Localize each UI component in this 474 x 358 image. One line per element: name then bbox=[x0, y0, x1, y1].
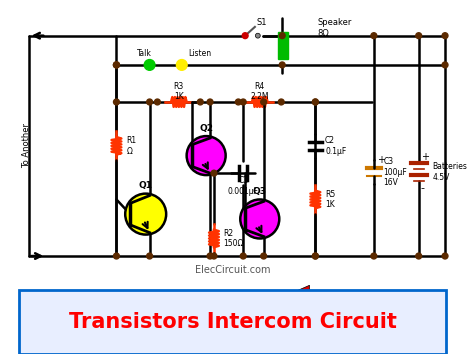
Circle shape bbox=[261, 99, 266, 105]
Circle shape bbox=[416, 33, 422, 39]
Circle shape bbox=[146, 253, 153, 259]
Circle shape bbox=[371, 253, 377, 259]
Circle shape bbox=[255, 33, 260, 38]
Text: Q1: Q1 bbox=[139, 181, 153, 190]
Circle shape bbox=[312, 99, 318, 105]
Text: Talk: Talk bbox=[137, 49, 152, 58]
Text: C1
0.001μF: C1 0.001μF bbox=[228, 176, 259, 195]
Text: +: + bbox=[420, 151, 428, 161]
Circle shape bbox=[242, 33, 248, 39]
Circle shape bbox=[442, 33, 448, 39]
Circle shape bbox=[125, 194, 166, 234]
FancyBboxPatch shape bbox=[19, 290, 446, 354]
Text: R1
Ω: R1 Ω bbox=[126, 136, 137, 155]
Text: Q2: Q2 bbox=[199, 124, 213, 133]
Circle shape bbox=[176, 59, 187, 70]
Text: R5
1K: R5 1K bbox=[325, 190, 335, 209]
Circle shape bbox=[312, 253, 318, 259]
Text: +: + bbox=[377, 155, 385, 165]
Circle shape bbox=[442, 62, 448, 68]
Circle shape bbox=[207, 253, 213, 259]
Circle shape bbox=[113, 253, 119, 259]
Circle shape bbox=[240, 199, 279, 238]
Text: Transistors Intercom Circuit: Transistors Intercom Circuit bbox=[69, 312, 396, 332]
Circle shape bbox=[312, 253, 318, 259]
Text: Batteries
4.5V: Batteries 4.5V bbox=[432, 163, 467, 182]
Circle shape bbox=[207, 99, 213, 105]
Circle shape bbox=[211, 253, 217, 259]
Text: R4
2.2M: R4 2.2M bbox=[251, 82, 269, 101]
Circle shape bbox=[187, 136, 226, 175]
Text: Listen: Listen bbox=[188, 49, 211, 58]
Circle shape bbox=[416, 253, 422, 259]
Text: Q3: Q3 bbox=[253, 187, 267, 196]
Text: Speaker
8Ω: Speaker 8Ω bbox=[317, 18, 352, 38]
Circle shape bbox=[113, 62, 119, 68]
Circle shape bbox=[236, 99, 241, 105]
Polygon shape bbox=[278, 285, 310, 340]
Circle shape bbox=[279, 33, 285, 39]
Circle shape bbox=[240, 253, 246, 259]
Text: R3
1K: R3 1K bbox=[174, 82, 184, 101]
Circle shape bbox=[278, 99, 284, 105]
Text: -: - bbox=[420, 183, 425, 193]
Text: To Another: To Another bbox=[22, 124, 31, 168]
Circle shape bbox=[155, 99, 160, 105]
Circle shape bbox=[261, 253, 266, 259]
Circle shape bbox=[240, 99, 246, 105]
Circle shape bbox=[144, 59, 155, 70]
Circle shape bbox=[113, 62, 119, 68]
Circle shape bbox=[279, 62, 285, 68]
Circle shape bbox=[113, 62, 119, 68]
Circle shape bbox=[197, 99, 203, 105]
Text: R2
150Ω: R2 150Ω bbox=[224, 229, 244, 248]
Circle shape bbox=[113, 99, 119, 105]
Circle shape bbox=[146, 99, 153, 105]
Circle shape bbox=[211, 170, 217, 176]
Circle shape bbox=[312, 99, 318, 105]
Circle shape bbox=[442, 253, 448, 259]
Text: S1: S1 bbox=[257, 18, 267, 26]
Text: ElecCircuit.com: ElecCircuit.com bbox=[195, 265, 270, 275]
Text: C3
100μF
16V: C3 100μF 16V bbox=[383, 157, 407, 187]
Bar bbox=[278, 32, 288, 59]
Text: C2
0.1μF: C2 0.1μF bbox=[325, 136, 346, 155]
Circle shape bbox=[371, 33, 377, 39]
